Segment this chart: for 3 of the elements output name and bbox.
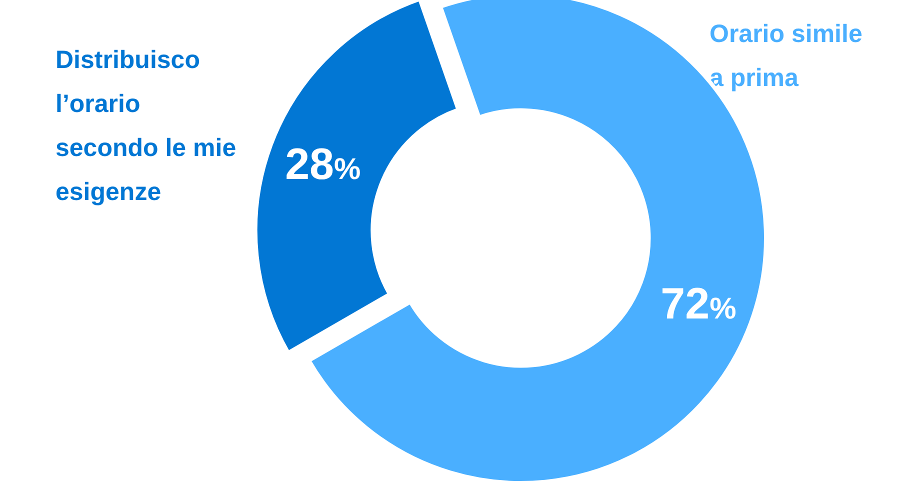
slice-label: Distribuisco l’orario secondo le mie esigenze	[56, 46, 244, 206]
data-label: 72%	[660, 280, 736, 329]
data-label: 28%	[285, 140, 361, 189]
